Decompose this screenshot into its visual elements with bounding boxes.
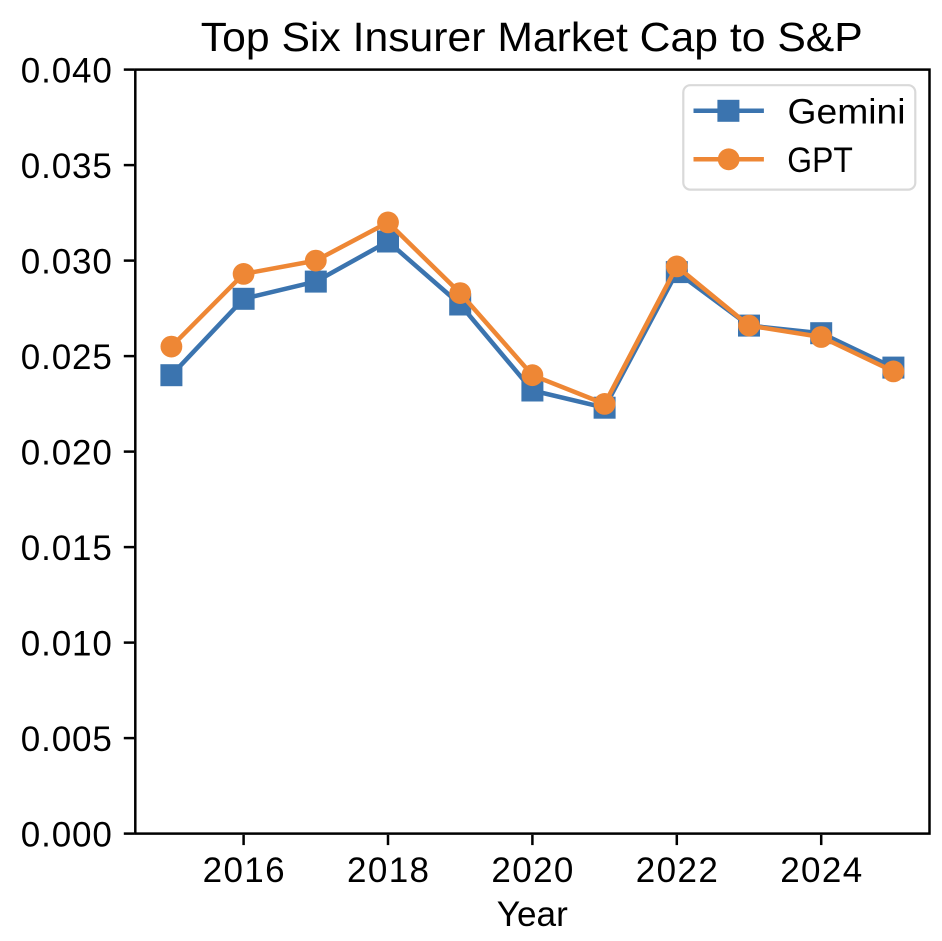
svg-text:Top Six Insurer Market Cap to: Top Six Insurer Market Cap to S&P <box>201 14 863 60</box>
svg-text:0.030: 0.030 <box>21 243 112 282</box>
svg-text:2024: 2024 <box>780 851 862 890</box>
svg-text:0.010: 0.010 <box>21 625 112 664</box>
svg-text:0.025: 0.025 <box>21 338 112 377</box>
svg-text:2018: 2018 <box>347 851 429 890</box>
svg-text:0.040: 0.040 <box>21 52 112 91</box>
svg-text:2016: 2016 <box>203 851 285 890</box>
svg-text:0.000: 0.000 <box>21 816 112 855</box>
svg-text:0.005: 0.005 <box>21 720 112 759</box>
svg-text:GPT: GPT <box>787 141 853 180</box>
svg-text:2022: 2022 <box>636 851 718 890</box>
svg-text:Year: Year <box>497 895 568 934</box>
svg-text:0.035: 0.035 <box>21 147 112 186</box>
svg-text:2020: 2020 <box>491 851 573 890</box>
svg-text:0.015: 0.015 <box>21 529 112 568</box>
svg-text:0.020: 0.020 <box>21 434 112 473</box>
svg-text:Gemini: Gemini <box>788 92 906 131</box>
